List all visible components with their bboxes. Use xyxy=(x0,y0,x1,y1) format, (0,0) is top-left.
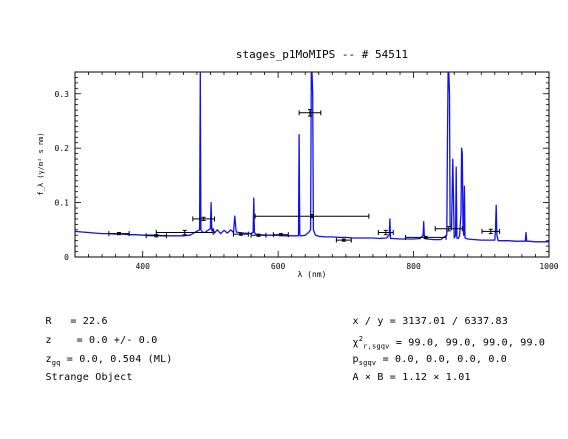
info-chi-value: = 99.0, 99.0, 99.0, 99.0 xyxy=(395,337,546,349)
info-xy-label: x / y xyxy=(352,316,384,327)
spectrum-layer xyxy=(74,71,549,243)
info-zgq-sub: gq xyxy=(51,359,61,367)
info-z-label: z xyxy=(45,335,52,346)
object-class-text: Strange Object xyxy=(45,372,133,383)
x-tick-label: 600 xyxy=(271,262,286,271)
info-z: z = 0.0 +/- 0.0 xyxy=(33,324,157,346)
info-ab: A × B = 1.12 × 1.01 xyxy=(340,361,471,383)
info-ab-label: A × B xyxy=(352,372,384,383)
info-zgq-value: = 0.0, 0.504 (ML) xyxy=(66,354,173,365)
spectrum-line xyxy=(74,71,549,243)
info-chi-sub: r,sgqv xyxy=(363,342,390,351)
y-axis-label: f_λ (γ/m² s nm) xyxy=(37,132,45,195)
info-chi-label: χ xyxy=(352,337,359,349)
errorbar-point xyxy=(298,109,322,117)
info-xy-value: = 3137.01 / 6337.83 xyxy=(389,316,508,327)
info-object-class: Strange Object xyxy=(33,361,133,383)
errorbar-point xyxy=(335,237,352,243)
info-r: R = 22.6 xyxy=(33,305,108,327)
errorbar-point xyxy=(232,231,249,237)
plot-frame xyxy=(74,71,550,258)
errorbar-point xyxy=(377,229,394,236)
info-zgq: zgq = 0.0, 0.504 (ML) xyxy=(33,343,173,367)
errorbar-point xyxy=(481,228,501,235)
x-tick-label: 400 xyxy=(135,262,150,271)
info-p: psgqv = 0.0, 0.0, 0.0, 0.0 xyxy=(340,343,507,367)
y-tick-label: 0.2 xyxy=(55,144,70,153)
y-axis-ticks: 0 0.1 0.2 0.3 xyxy=(55,71,549,262)
info-zgq-label: z xyxy=(45,354,52,365)
plot-area: 400 600 800 1000 0 0.1 0.2 0.3 xyxy=(55,71,559,271)
errorbar-point xyxy=(250,232,267,238)
info-z-value: = 0.0 +/- 0.0 xyxy=(76,335,158,346)
info-p-value: = 0.0, 0.0, 0.0, 0.0 xyxy=(382,354,508,365)
errorbar-point xyxy=(192,216,215,222)
info-xy: x / y = 3137.01 / 6337.83 xyxy=(340,305,508,327)
y-tick-label: 0.3 xyxy=(55,90,70,99)
info-p-sub: sgqv xyxy=(358,359,377,367)
info-chi2: χ2r,sgqv = 99.0, 99.0, 99.0, 99.0 xyxy=(340,324,545,350)
errorbar-point xyxy=(254,213,370,219)
info-ab-value: = 1.12 × 1.01 xyxy=(389,372,471,383)
errorbar-point xyxy=(434,226,463,232)
errorbar-point xyxy=(108,231,130,237)
x-axis-label: λ (nm) xyxy=(298,270,327,279)
info-r-label: R xyxy=(45,316,52,327)
chart-title: stages_p1MoMIPS -- # 54511 xyxy=(236,48,408,61)
info-chi-sup: 2 xyxy=(358,335,364,343)
x-axis-ticks: 400 600 800 1000 xyxy=(74,72,559,271)
photometry-errorbars xyxy=(108,109,501,243)
errorbar-point xyxy=(272,232,289,238)
errorbar-point xyxy=(145,233,167,239)
errorbar-point xyxy=(404,234,447,240)
info-r-value: = 22.6 xyxy=(70,316,108,327)
info-p-label: p xyxy=(352,354,359,365)
x-tick-label: 800 xyxy=(406,262,421,271)
y-tick-label: 0 xyxy=(64,253,69,262)
errorbar-point xyxy=(155,229,214,236)
x-tick-label: 1000 xyxy=(539,262,558,271)
y-tick-label: 0.1 xyxy=(55,199,70,208)
